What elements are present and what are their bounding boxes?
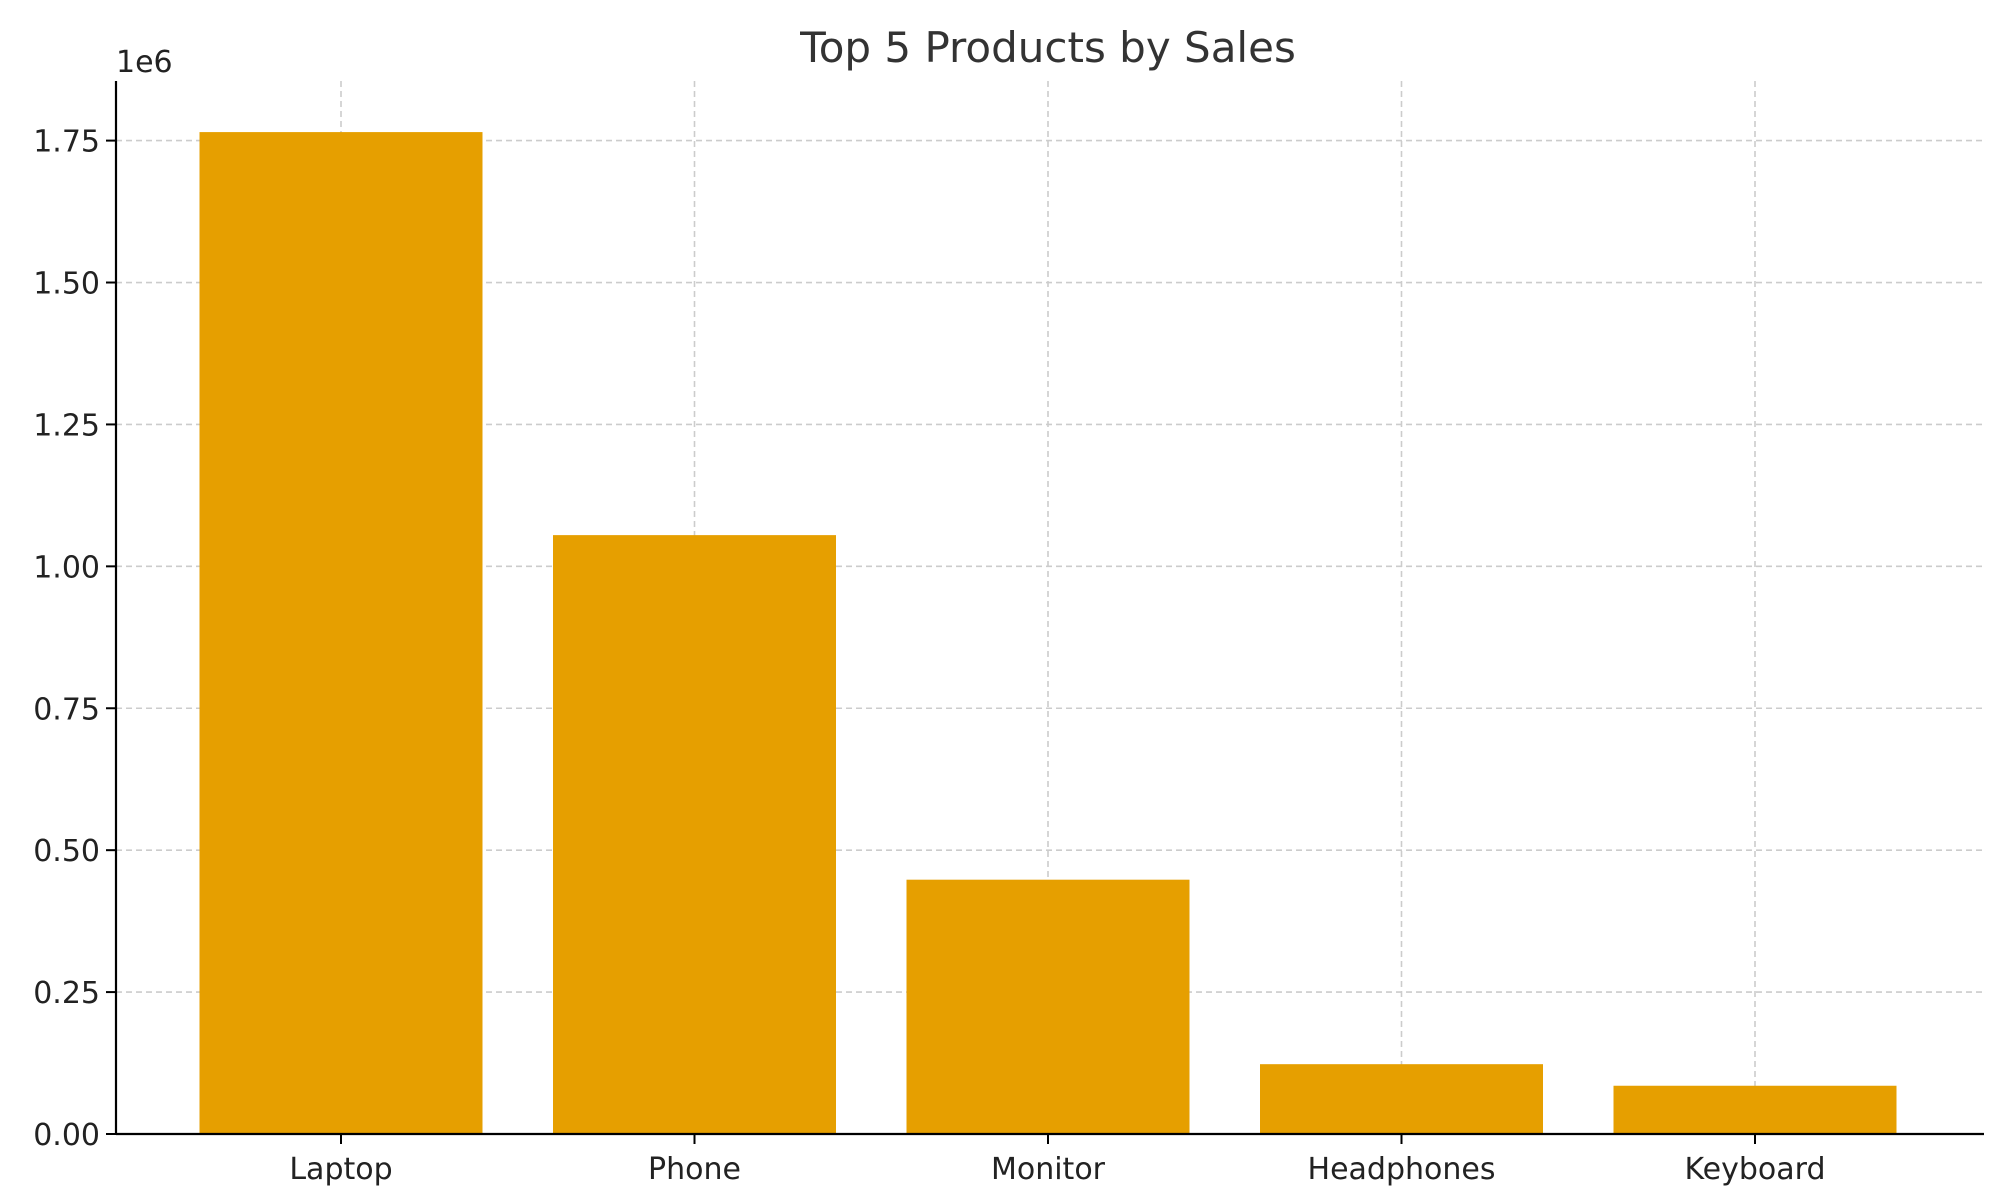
y-tick-label: 0.50 (33, 834, 100, 869)
y-tick-label: 1.50 (33, 267, 100, 302)
y-axis-offset-label: 1e6 (116, 45, 173, 80)
chart-title: Top 5 Products by Sales (799, 23, 1296, 72)
x-tick-label: Keyboard (1684, 1152, 1825, 1187)
x-tick-label: Laptop (289, 1152, 392, 1187)
x-tick-label: Monitor (991, 1152, 1106, 1187)
bars-layer (199, 132, 1897, 1135)
y-tick-label: 0.25 (33, 976, 100, 1011)
bar-phone (553, 535, 836, 1134)
y-tick-label: 0.75 (33, 692, 100, 727)
x-tick-label: Phone (648, 1152, 741, 1187)
ticks-layer: 0.00 0.25 0.50 0.75 1.00 1.25 1.50 1.75 Laptop Ph… (33, 125, 1825, 1187)
axes-layer (114, 81, 1984, 1136)
y-tick-label: 1.75 (33, 125, 100, 160)
y-tick-label: 0.00 (33, 1118, 100, 1153)
y-tick-label: 1.00 (33, 550, 100, 585)
bar-laptop (199, 132, 483, 1135)
x-tick-label: Headphones (1308, 1152, 1496, 1187)
bar-keyboard (1613, 1085, 1897, 1134)
y-tick-label: 1.25 (33, 408, 100, 443)
bar-monitor (906, 879, 1190, 1134)
bar-headphones (1260, 1064, 1543, 1134)
